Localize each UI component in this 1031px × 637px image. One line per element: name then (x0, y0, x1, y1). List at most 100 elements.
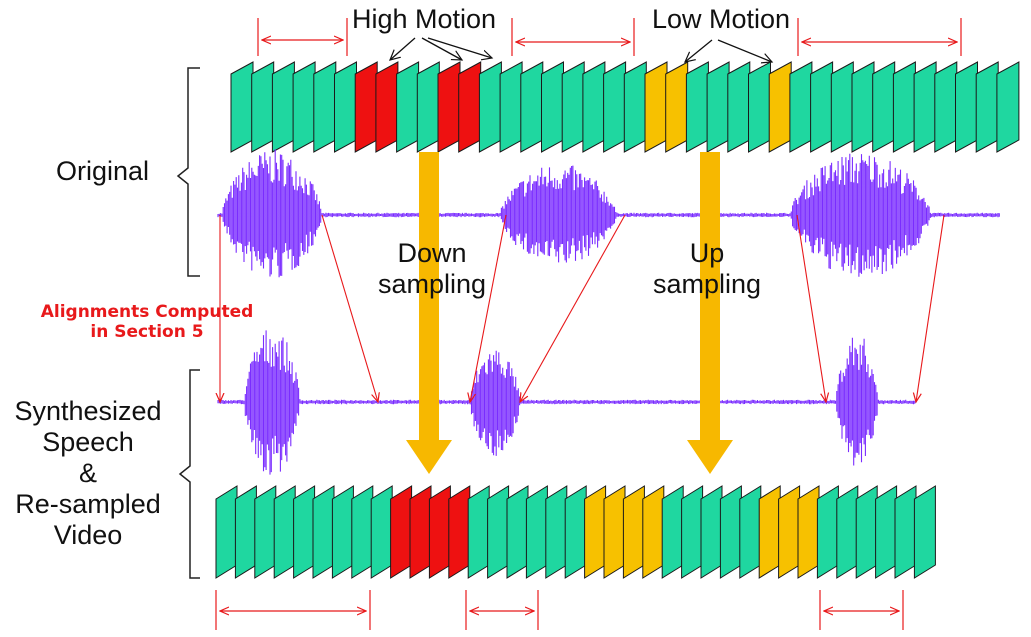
video-frame (892, 61, 916, 153)
bottom-interval-arrows (215, 590, 904, 630)
synthesized-waveform (217, 330, 916, 475)
video-frame (254, 485, 277, 579)
video-frame (525, 485, 548, 579)
original-waveform (217, 149, 1000, 278)
high-motion-frame (458, 61, 482, 153)
synth-line-3: & (78, 458, 97, 489)
video-frame (561, 61, 585, 153)
video-frame (830, 61, 854, 153)
video-frame (836, 485, 859, 579)
video-frame (739, 485, 762, 579)
video-frame (700, 485, 723, 579)
video-frame (545, 485, 568, 579)
video-frame (719, 485, 742, 579)
video-frame (478, 61, 502, 153)
synth-line-4: Re-sampled (15, 489, 161, 520)
video-frame (499, 61, 523, 153)
high-motion-frame (375, 61, 399, 153)
video-frame (661, 485, 684, 579)
motion-callout-arrows (390, 37, 772, 62)
original-waveform-trace (217, 149, 1000, 278)
high-motion-label: High Motion (352, 4, 497, 34)
low-motion-frame (665, 61, 689, 153)
video-frame (293, 485, 316, 579)
low-motion-frame (758, 485, 781, 579)
video-frame (541, 61, 564, 153)
high-motion-frame (390, 485, 413, 579)
video-frame (331, 485, 354, 579)
video-frame (975, 61, 999, 153)
low-motion-frame (603, 485, 626, 579)
video-frame (334, 61, 357, 153)
video-frame (230, 61, 254, 153)
video-frame (487, 485, 510, 579)
low-motion-frame (768, 61, 792, 153)
up-sampling-label: Up sampling (642, 238, 772, 300)
video-frame (292, 61, 316, 153)
high-motion-frame (448, 485, 471, 579)
original-label: Original (56, 156, 150, 186)
high-motion-frame (437, 61, 461, 153)
low-motion-frame (778, 485, 801, 579)
video-frame (934, 61, 958, 153)
video-frame (215, 485, 238, 579)
video-frame (313, 61, 337, 153)
video-frame (894, 485, 917, 579)
video-frame (706, 61, 730, 153)
video-frame (727, 61, 751, 153)
up-sampling-line-1: Up (689, 238, 725, 268)
video-frame (582, 61, 606, 153)
video-frame (416, 61, 440, 153)
high-motion-frame (409, 485, 432, 579)
video-frame (506, 485, 529, 579)
video-frame (396, 61, 420, 153)
low-motion-frame (642, 485, 665, 579)
alignments-line-2: in Section 5 (90, 322, 204, 343)
top-interval-arrows (257, 18, 962, 56)
alignment-lines (220, 214, 945, 402)
low-motion-frame (622, 485, 645, 579)
video-frame (351, 485, 374, 579)
video-frame (234, 485, 257, 579)
video-frame (955, 61, 978, 153)
video-frame (370, 485, 393, 579)
low-motion-label: Low Motion (652, 4, 791, 34)
video-frame (273, 485, 296, 579)
video-frame (681, 485, 704, 579)
video-frame (851, 61, 875, 153)
up-sampling-line-2: sampling (652, 269, 762, 300)
synthesized-label: Synthesized Speech & Re-sampled Video (2, 396, 174, 551)
down-sampling-line-2: sampling (377, 269, 487, 300)
video-frame (564, 485, 587, 579)
video-frame (748, 61, 771, 153)
synth-line-5: Video (53, 520, 123, 551)
video-frame (872, 61, 896, 153)
low-motion-frame (644, 61, 668, 153)
video-frame (789, 61, 813, 153)
video-frame (623, 61, 647, 153)
video-frame (855, 485, 878, 579)
video-frame (996, 61, 1020, 153)
low-motion-frame (584, 485, 607, 579)
resampled-frame-strip (215, 485, 936, 579)
video-frame (603, 61, 627, 153)
video-frame (312, 485, 335, 579)
video-frame (271, 61, 295, 153)
video-frame (467, 485, 490, 579)
original-bracket (176, 67, 200, 277)
down-sampling-label: Down sampling (372, 238, 492, 300)
video-frame (816, 485, 839, 579)
video-frame (810, 61, 834, 153)
alignments-note: Alignments Computed in Section 5 (6, 302, 288, 343)
original-frame-strip (230, 61, 1020, 153)
video-frame (251, 61, 275, 153)
high-motion-frame (428, 485, 451, 579)
video-frame (875, 485, 898, 579)
down-sampling-line-1: Down (397, 238, 467, 268)
video-frame (913, 485, 936, 579)
video-frame (685, 61, 709, 153)
synth-line-1: Synthesized (14, 396, 162, 426)
up-sampling-arrow (687, 152, 733, 474)
synthesized-waveform-trace (217, 330, 916, 475)
